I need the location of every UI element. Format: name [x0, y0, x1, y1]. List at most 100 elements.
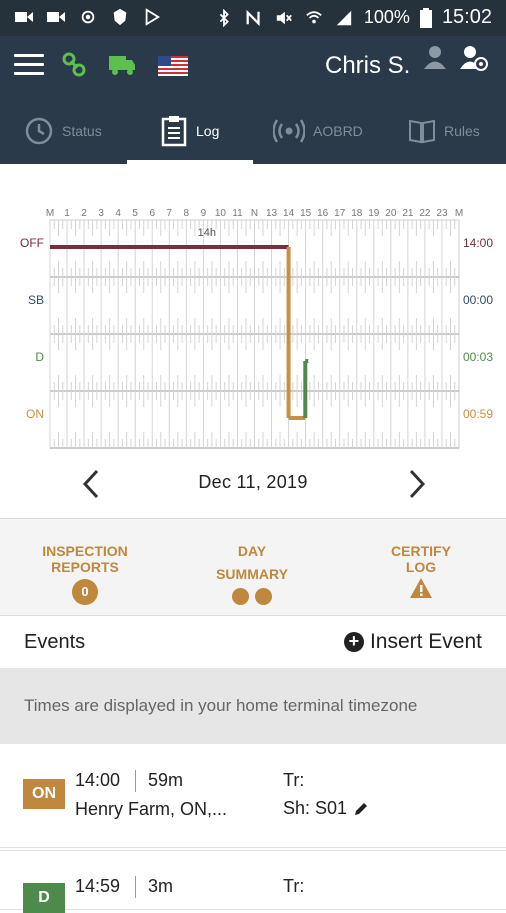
- user-icon[interactable]: [423, 44, 447, 70]
- date-navigation: Dec 11, 2019: [0, 462, 506, 506]
- day-summary-button[interactable]: DAY SUMMARY: [168, 543, 336, 608]
- events-title: Events: [24, 631, 86, 653]
- tab-rules-label: Rules: [444, 123, 480, 139]
- pencil-icon[interactable]: [353, 801, 369, 817]
- certify-label-line2: LOG: [405, 559, 437, 575]
- police-badge-icon: [113, 8, 127, 26]
- event-trailer: Tr:: [283, 770, 305, 790]
- play-store-icon: [145, 8, 161, 26]
- plus-circle-icon: +: [343, 632, 364, 652]
- inspection-label-line1: INSPECTION: [42, 543, 128, 559]
- status-badge: D: [23, 883, 65, 913]
- warning-icon: [410, 578, 432, 598]
- bluetooth-icon: [219, 8, 229, 27]
- summary-dot: [254, 588, 272, 605]
- broadcast-icon: [273, 119, 305, 143]
- tab-status[interactable]: Status: [24, 98, 102, 164]
- certify-label-line1: CERTIFY: [391, 543, 451, 559]
- inspection-reports-button[interactable]: INSPECTION REPORTS 0: [1, 543, 169, 605]
- event-duration: 3m: [148, 876, 174, 896]
- row-total: 00:59: [463, 407, 493, 421]
- signal-icon: [336, 10, 352, 25]
- hour-tick-label: 22: [419, 208, 431, 219]
- row-label: ON: [26, 407, 44, 421]
- day-summary-line2: SUMMARY: [216, 566, 288, 582]
- hour-tick-label: 1: [64, 208, 70, 219]
- insert-event-button[interactable]: + Insert Event: [343, 630, 482, 654]
- hour-tick-label: 9: [201, 208, 207, 219]
- status-badge: ON: [23, 779, 65, 809]
- hour-tick-label: 14: [283, 208, 295, 219]
- hour-tick-label: 3: [98, 208, 104, 219]
- inspection-count-badge: 0: [72, 579, 98, 605]
- truck-icon[interactable]: [108, 52, 136, 78]
- hour-tick-label: 23: [436, 208, 448, 219]
- system-icons: 100% 15:02: [214, 6, 492, 29]
- timezone-notice: Times are displayed in your home termina…: [0, 668, 506, 744]
- us-flag-icon[interactable]: [158, 56, 188, 76]
- row-total: 14:00: [463, 236, 493, 250]
- divider: [135, 876, 136, 898]
- hour-tick-label: 18: [351, 208, 363, 219]
- duration-annotation: 14h: [198, 227, 216, 239]
- event-duration: 59m: [148, 770, 184, 790]
- hour-tick-label: 17: [334, 208, 346, 219]
- tab-log[interactable]: Log: [160, 98, 219, 164]
- current-date: Dec 11, 2019: [198, 472, 308, 492]
- clock-icon: [25, 117, 53, 145]
- mute-icon: [276, 11, 292, 24]
- next-day-button[interactable]: [404, 468, 428, 500]
- book-icon: [409, 119, 435, 144]
- divider: [135, 770, 136, 792]
- shipping-label: Sh: S01: [283, 798, 348, 818]
- hour-tick-label: 4: [115, 208, 121, 219]
- user-name[interactable]: Chris S.: [325, 52, 411, 79]
- hour-tick-label: 6: [149, 208, 155, 219]
- row-total: 00:00: [463, 293, 493, 307]
- hour-tick-label: M: [46, 208, 54, 219]
- tab-aobrd-label: AOBRD: [313, 123, 363, 139]
- event-shipping[interactable]: Sh: S01: [283, 798, 369, 819]
- battery-icon: [419, 7, 432, 28]
- row-label: OFF: [20, 236, 44, 250]
- events-header: Events + Insert Event: [0, 616, 506, 668]
- wifi-icon: [306, 10, 322, 23]
- clock-time: 15:02: [441, 6, 492, 28]
- event-location: Henry Farm, ON,...: [75, 799, 228, 819]
- hour-tick-label: 10: [215, 208, 227, 219]
- clipboard-icon: [161, 116, 187, 147]
- log-summary-bar: INSPECTION REPORTS 0 DAY SUMMARY CERTIFY…: [0, 518, 506, 616]
- user-settings-icon[interactable]: [459, 44, 489, 72]
- nfc-icon: [246, 9, 260, 26]
- row-total: 00:03: [463, 350, 493, 364]
- tab-status-label: Status: [62, 123, 102, 139]
- hour-tick-label: 8: [184, 208, 190, 219]
- video-icon: [47, 12, 65, 22]
- hour-tick-label: 19: [368, 208, 380, 219]
- previous-day-button[interactable]: [80, 468, 104, 500]
- main-tabs: Status Log AOBRD Rules: [0, 98, 506, 164]
- hour-tick-label: 11: [232, 208, 243, 219]
- certify-log-button[interactable]: CERTIFY LOG: [337, 543, 505, 602]
- tab-aobrd[interactable]: AOBRD: [273, 98, 363, 164]
- video-icon: [15, 12, 33, 22]
- hour-tick-label: 21: [402, 208, 414, 219]
- day-summary-line1: DAY: [237, 543, 267, 559]
- event-time: 14:00: [75, 770, 121, 790]
- menu-icon[interactable]: [14, 54, 44, 78]
- event-time: 14:59: [75, 876, 121, 896]
- row-label: SB: [28, 293, 44, 307]
- app-header: Chris S.: [0, 36, 506, 98]
- inspection-label-line2: REPORTS: [51, 559, 119, 575]
- active-tab-indicator: [127, 160, 253, 164]
- link-icon[interactable]: [62, 52, 86, 78]
- event-row[interactable]: ON 14:00 59m Henry Farm, ON,... Tr: Sh: …: [0, 744, 506, 848]
- event-row[interactable]: D 14:59 3m Tr:: [0, 850, 506, 913]
- hour-tick-label: M: [455, 208, 463, 219]
- hour-tick-label: 7: [167, 208, 173, 219]
- notification-icons: [14, 8, 162, 26]
- insert-event-label: Insert Event: [369, 630, 482, 653]
- tab-rules[interactable]: Rules: [408, 98, 480, 164]
- tab-log-label: Log: [196, 123, 220, 139]
- event-trailer: Tr:: [283, 876, 305, 896]
